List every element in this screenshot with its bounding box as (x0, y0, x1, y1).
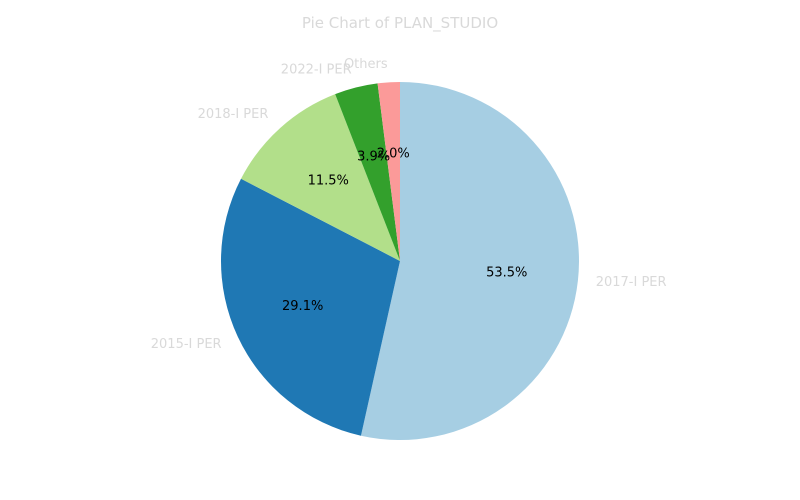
slice-label-others: Others (344, 57, 388, 72)
pie-slices (220, 82, 579, 441)
pie-slice-2018-i-per (241, 94, 400, 261)
pct-label-2017-i-per: 53.5% (486, 265, 527, 280)
pct-label-2022-i-per: 3.9% (357, 149, 390, 164)
slice-label-2022-i-per: 2022-I PER (281, 63, 352, 78)
slice-label-2017-i-per: 2017-I PER (596, 275, 667, 290)
slice-label-2018-i-per: 2018-I PER (198, 107, 269, 122)
pct-label-2015-i-per: 29.1% (282, 299, 323, 314)
pie-slice-others (377, 82, 400, 261)
chart-title: Pie Chart of PLAN_STUDIO (302, 14, 498, 33)
pct-label-others: 2.0% (377, 146, 410, 161)
pie-slice-2015-i-per (220, 178, 400, 436)
pct-label-2018-i-per: 11.5% (308, 174, 349, 189)
percent-labels: 53.5% 29.1% 11.5% 3.9%2.0% (282, 146, 527, 314)
pie-slice-2017-i-per (360, 82, 579, 441)
slice-labels: 2017-I PER 2015-I PER 2018-I PER 2022-I PER… (151, 57, 667, 352)
pie-slice-2022-i-per (335, 83, 400, 261)
slice-label-2015-i-per: 2015-I PER (151, 337, 222, 352)
